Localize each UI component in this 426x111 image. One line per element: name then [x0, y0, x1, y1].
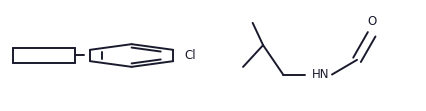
Text: O: O: [367, 15, 376, 28]
Text: Cl: Cl: [184, 49, 196, 62]
Text: HN: HN: [312, 68, 329, 81]
